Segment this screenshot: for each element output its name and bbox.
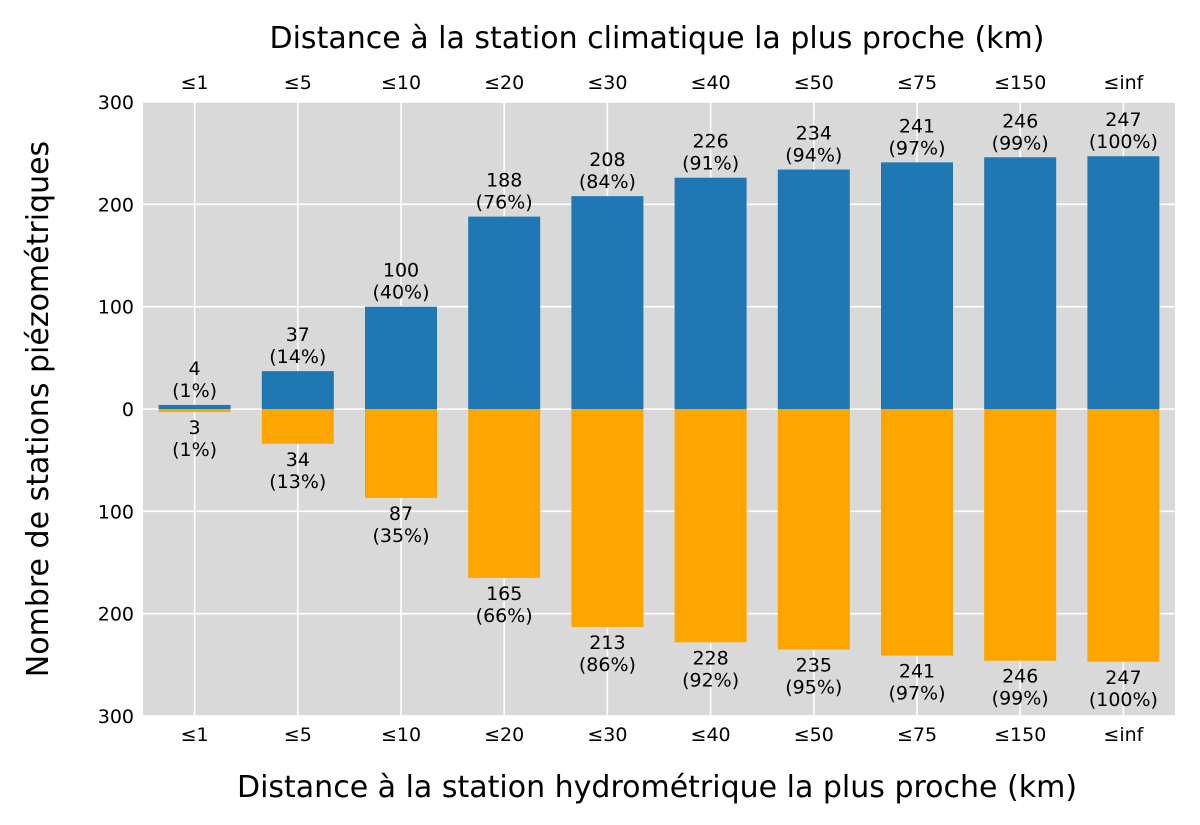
bar-upper-value-label: 247 (1105, 109, 1141, 131)
top-x-tick-label: ≤10 (381, 72, 421, 94)
bar-lower (1087, 409, 1160, 662)
bar-lower-value-label: 246 (1002, 666, 1038, 688)
y-tick-label: 200 (98, 604, 134, 626)
y-tick-label: 0 (122, 399, 134, 421)
top-x-tick-label: ≤5 (284, 72, 312, 94)
bar-lower (984, 409, 1057, 661)
y-tick-label: 200 (98, 194, 134, 216)
bar-lower-percent-label: (92%) (682, 669, 739, 691)
bar-upper-value-label: 241 (899, 115, 935, 137)
bar-lower (365, 409, 437, 499)
y-tick-label: 100 (98, 297, 134, 319)
bar-upper-percent-label: (76%) (476, 192, 533, 214)
bar-upper-value-label: 226 (692, 131, 728, 153)
bar-lower-value-label: 34 (286, 449, 310, 471)
bar-upper (571, 196, 644, 409)
bar-upper-value-label: 37 (286, 324, 310, 346)
bar-upper (1087, 156, 1160, 409)
top-x-tick-label: ≤20 (484, 72, 524, 94)
bar-upper-percent-label: (97%) (888, 137, 945, 159)
bar-upper-value-label: 188 (486, 170, 522, 192)
bar-upper (881, 162, 953, 409)
bar-labels: 4(1%)3(1%)37(14%)34(13%)100(40%)87(35%)1… (172, 109, 1158, 711)
bar-lower-percent-label: (66%) (476, 605, 533, 627)
bottom-x-tick-label: ≤30 (587, 724, 627, 746)
bar-lower (468, 409, 541, 578)
top-x-tick-label: ≤40 (691, 72, 731, 94)
bar-lower-value-label: 228 (692, 647, 728, 669)
bar-upper (365, 306, 437, 409)
bar-lower (674, 409, 747, 643)
bar-lower-value-label: 165 (486, 583, 522, 605)
bottom-x-tick-label: ≤50 (794, 724, 834, 746)
bottom-x-tick-label: ≤75 (897, 724, 937, 746)
top-x-tick-label: ≤1 (181, 72, 209, 94)
bar-lower-value-label: 87 (389, 503, 413, 525)
bar-lower-percent-label: (100%) (1089, 689, 1158, 711)
bar-upper (777, 169, 850, 409)
bottom-x-tick-label: ≤10 (381, 724, 421, 746)
bar-lower-value-label: 213 (589, 632, 625, 654)
top-x-tick-label: ≤inf (1103, 72, 1144, 94)
tick-labels: 300 200 100 0 100 200 300 ≤1 ≤1 ≤5 ≤5 ≤10 ≤10 ≤20 ≤20 ≤… (98, 72, 1145, 746)
bar-upper (468, 216, 541, 409)
bar-upper-percent-label: (40%) (372, 282, 429, 304)
bar-lower (571, 409, 644, 627)
bar-upper-value-label: 100 (383, 260, 419, 282)
bar-lower-value-label: 3 (189, 417, 201, 439)
bar-upper-percent-label: (94%) (785, 145, 842, 167)
bottom-x-tick-label: ≤40 (691, 724, 731, 746)
bar-upper-value-label: 246 (1002, 110, 1038, 132)
top-x-tick-label: ≤150 (994, 72, 1046, 94)
bar-lower-value-label: 235 (796, 654, 832, 676)
bar-upper-percent-label: (100%) (1089, 131, 1158, 153)
top-axis-title: Distance à la station climatique la plus… (270, 21, 1045, 56)
y-tick-label: 100 (98, 501, 134, 523)
bar-lower-percent-label: (97%) (888, 683, 945, 705)
bar-upper (984, 157, 1057, 409)
bar-upper-percent-label: (99%) (992, 132, 1049, 154)
bar-lower-value-label: 247 (1105, 667, 1141, 689)
bar-lower (261, 409, 334, 444)
bar-lower-percent-label: (86%) (579, 654, 636, 676)
bar-lower-percent-label: (99%) (992, 688, 1049, 710)
bars (158, 156, 1160, 662)
bottom-x-tick-label: ≤inf (1103, 724, 1144, 746)
bar-lower (777, 409, 850, 650)
bar-lower-percent-label: (1%) (172, 439, 217, 461)
bar-upper-percent-label: (84%) (579, 171, 636, 193)
bar-upper-percent-label: (14%) (269, 346, 326, 368)
bar-upper (674, 177, 747, 409)
y-axis-title: Nombre de stations piézométriques (21, 141, 56, 677)
bottom-x-tick-label: ≤20 (484, 724, 524, 746)
x-axis-title: Distance à la station hydrométrique la p… (237, 770, 1077, 805)
top-x-tick-label: ≤30 (587, 72, 627, 94)
y-tick-label: 300 (98, 92, 134, 114)
bar-lower-percent-label: (95%) (785, 676, 842, 698)
bar-upper-value-label: 208 (589, 149, 625, 171)
bottom-x-tick-label: ≤1 (181, 724, 209, 746)
bar-upper-percent-label: (1%) (172, 380, 217, 402)
top-x-tick-label: ≤75 (897, 72, 937, 94)
y-tick-label: 300 (98, 706, 134, 728)
bar-upper-percent-label: (91%) (682, 153, 739, 175)
top-x-tick-label: ≤50 (794, 72, 834, 94)
bar-upper-value-label: 4 (189, 358, 201, 380)
bar-lower (881, 409, 953, 656)
bar-upper-value-label: 234 (796, 123, 832, 145)
bar-lower-value-label: 241 (899, 661, 935, 683)
bar-lower-percent-label: (13%) (269, 471, 326, 493)
bar-lower-percent-label: (35%) (372, 525, 429, 547)
bar-upper (261, 371, 334, 409)
bar-upper (158, 404, 231, 409)
bottom-x-tick-label: ≤150 (994, 724, 1046, 746)
bar-lower (158, 409, 231, 413)
bottom-x-tick-label: ≤5 (284, 724, 312, 746)
